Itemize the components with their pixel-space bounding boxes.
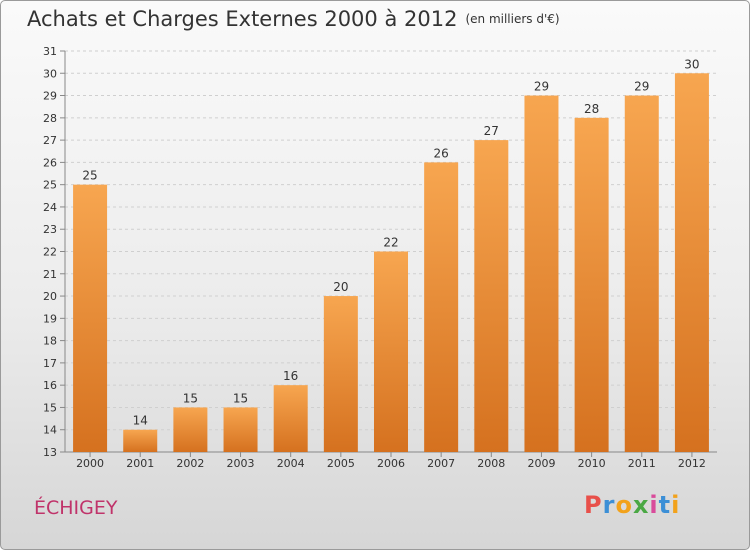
y-tick-label: 27 <box>43 134 57 147</box>
x-tick-label: 2008 <box>477 457 505 470</box>
logo-letter: i <box>671 491 681 519</box>
x-tick-label: 2002 <box>176 457 204 470</box>
y-tick-label: 30 <box>43 67 57 80</box>
y-tick-label: 15 <box>43 401 57 414</box>
bar <box>574 117 609 452</box>
bar <box>674 73 709 453</box>
y-tick-label: 16 <box>43 379 57 392</box>
y-tick-label: 23 <box>43 223 57 236</box>
x-tick-label: 2010 <box>578 457 606 470</box>
y-tick-label: 14 <box>43 424 57 437</box>
brand-logo: Proxiti <box>584 491 680 519</box>
bar-value-label: 26 <box>434 146 449 160</box>
bar-value-label: 25 <box>82 169 97 183</box>
bar-value-label: 15 <box>183 391 198 405</box>
x-tick-label: 2003 <box>227 457 255 470</box>
y-tick-label: 18 <box>43 335 57 348</box>
logo-letter: i <box>649 491 659 519</box>
bar-value-label: 29 <box>634 80 649 94</box>
chart-title-text: Achats et Charges Externes 2000 à 2012 <box>27 7 458 31</box>
x-tick-label: 2009 <box>527 457 555 470</box>
y-tick-label: 28 <box>43 112 57 125</box>
x-tick-label: 2012 <box>678 457 706 470</box>
logo-letter: o <box>615 491 633 519</box>
y-tick-label: 31 <box>43 45 57 58</box>
bar-value-label: 15 <box>233 391 248 405</box>
logo-letter: P <box>584 491 603 519</box>
y-tick-label: 20 <box>43 290 57 303</box>
bar <box>624 95 659 453</box>
bar <box>223 407 258 452</box>
x-tick-label: 2007 <box>427 457 455 470</box>
bar-value-label: 29 <box>534 80 549 94</box>
bar <box>474 140 509 452</box>
x-tick-label: 2011 <box>628 457 656 470</box>
chart-unit: (en milliers d'€) <box>465 12 560 26</box>
logo-letter: t <box>658 491 672 519</box>
y-tick-label: 13 <box>43 446 57 459</box>
x-tick-label: 2004 <box>277 457 305 470</box>
x-tick-label: 2005 <box>327 457 355 470</box>
y-tick-label: 24 <box>43 201 57 214</box>
bar <box>323 296 358 452</box>
bar <box>273 385 308 452</box>
bar-value-label: 28 <box>584 102 599 116</box>
bar <box>73 184 108 452</box>
bar <box>123 429 158 452</box>
logo-letter: x <box>632 491 650 519</box>
y-tick-label: 29 <box>43 90 57 103</box>
bar <box>424 162 459 452</box>
x-tick-label: 2006 <box>377 457 405 470</box>
bar-value-label: 14 <box>133 414 148 428</box>
bar <box>524 95 559 453</box>
bar <box>173 407 208 452</box>
bar-value-label: 22 <box>383 236 398 250</box>
commune-name: ÉCHIGEY <box>34 497 118 519</box>
y-tick-label: 22 <box>43 246 57 259</box>
bar-value-label: 20 <box>333 280 348 294</box>
bar-value-label: 30 <box>684 57 699 71</box>
bar-value-label: 16 <box>283 369 298 383</box>
bar-value-label: 27 <box>484 124 499 138</box>
bar <box>374 251 408 452</box>
y-tick-label: 17 <box>43 357 57 370</box>
y-tick-label: 26 <box>43 156 57 169</box>
y-tick-label: 21 <box>43 268 57 281</box>
y-tick-label: 19 <box>43 312 57 325</box>
logo-letter: r <box>602 491 616 519</box>
x-tick-label: 2000 <box>76 457 104 470</box>
y-tick-label: 25 <box>43 179 57 192</box>
x-tick-label: 2001 <box>126 457 154 470</box>
chart-title: Achats et Charges Externes 2000 à 2012 (e… <box>27 7 560 31</box>
